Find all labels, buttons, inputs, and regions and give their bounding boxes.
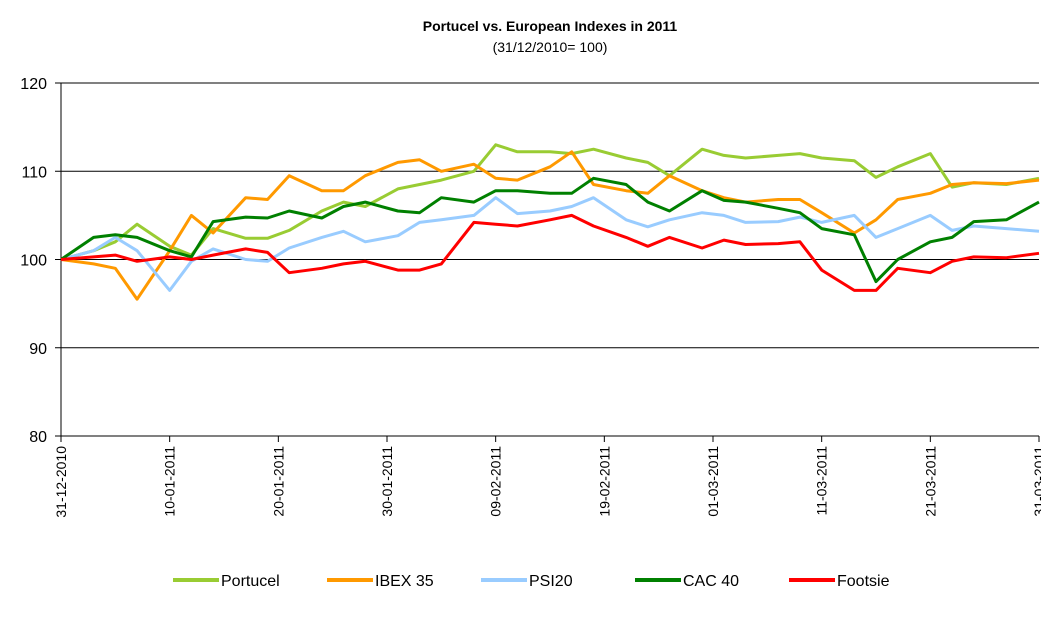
x-tick-label: 19-02-2011 [596, 446, 612, 517]
x-tick-label: 11-03-2011 [814, 446, 830, 516]
chart-subtitle: (31/12/2010= 100) [493, 39, 608, 55]
x-tick-label: 01-03-2011 [705, 446, 721, 517]
x-tick-label: 20-01-2011 [270, 446, 286, 517]
y-tick-label: 110 [21, 164, 47, 181]
legend-label: Footsie [837, 573, 890, 590]
x-tick-label: 31-12-2010 [53, 446, 69, 518]
legend-label: PSI20 [529, 573, 573, 590]
series-line [60, 143, 1040, 261]
y-tick-label: 80 [29, 429, 47, 446]
x-tick-label: 10-01-2011 [162, 446, 178, 517]
y-tick-label: 120 [20, 76, 47, 93]
x-tick-label: 31-03-2011 [1031, 446, 1041, 517]
legend-label: CAC 40 [683, 573, 739, 590]
x-tick-label: 30-01-2011 [379, 446, 395, 517]
chart-title: Portucel vs. European Indexes in 2011 [423, 18, 678, 34]
legend-label: Portucel [221, 573, 280, 590]
y-tick-label: 90 [29, 341, 47, 358]
x-tick-label: 21-03-2011 [922, 446, 938, 517]
series-line [60, 213, 1040, 292]
series-line [60, 176, 1040, 284]
y-tick-label: 100 [20, 253, 47, 270]
series-line [60, 196, 1040, 292]
series-line [60, 150, 1040, 301]
x-tick-label: 09-02-2011 [488, 446, 504, 517]
legend-label: IBEX 35 [375, 573, 434, 590]
